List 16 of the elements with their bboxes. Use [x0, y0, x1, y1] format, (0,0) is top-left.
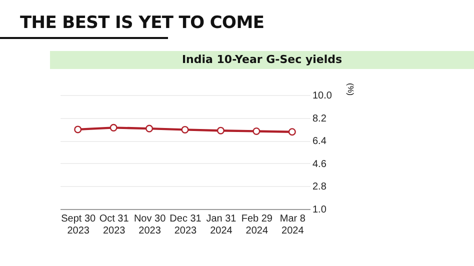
y-tick-label: 1.0 [312, 204, 327, 216]
y-tick-label: 6.4 [312, 136, 327, 148]
x-tick-label: Mar 8 2024 [280, 214, 306, 236]
chart-title: THE BEST IS YET TO COME [20, 13, 264, 33]
x-tick-label: Nov 30 2023 [134, 214, 166, 236]
x-tick-label: Sept 30 2023 [61, 214, 96, 236]
y-tick-label: 10.0 [312, 90, 332, 102]
chart-subtitle: India 10-Year G-Sec yields [50, 51, 474, 69]
y-tick-label: 2.8 [312, 182, 327, 193]
x-tick-label: Dec 31 2023 [170, 214, 202, 236]
x-tick-label: Feb 29 2024 [241, 214, 273, 236]
y-axis-title: (%) [346, 83, 355, 96]
x-tick-label: Jan 31 2024 [206, 214, 237, 236]
y-tick-label: 8.2 [312, 113, 327, 124]
x-tick-label: Oct 31 2023 [99, 214, 130, 236]
y-tick-label: 4.6 [312, 158, 327, 170]
